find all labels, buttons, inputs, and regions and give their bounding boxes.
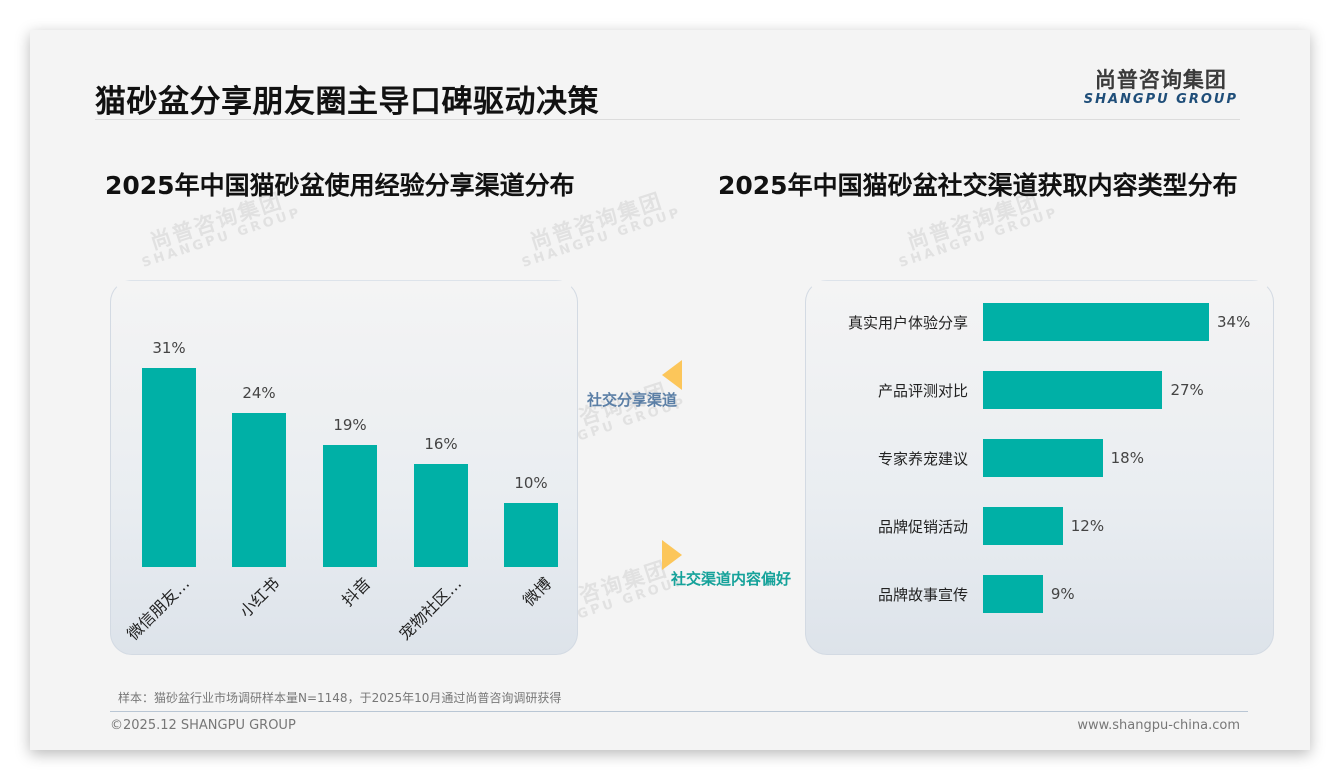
flow-label-content-preference: 社交渠道内容偏好: [671, 570, 792, 588]
bar-value-label: 31%: [152, 339, 186, 357]
header-divider: [95, 119, 1240, 120]
sample-note: 样本：猫砂盆行业市场调研样本量N=1148，于2025年10月通过尚普咨询调研获…: [118, 691, 562, 705]
website-link[interactable]: www.shangpu-china.com: [1077, 718, 1240, 733]
bar-value-label: 27%: [1170, 381, 1204, 399]
right-chart-title: 2025年中国猫砂盆社交渠道获取内容类型分布: [718, 171, 1238, 200]
bar-value-label: 18%: [1110, 449, 1144, 467]
bar: [983, 371, 1163, 409]
bar: [414, 464, 468, 567]
logo-en-text: SHANGPU GROUP: [1083, 92, 1238, 107]
logo-cn-text: 尚普咨询集团: [1094, 68, 1227, 92]
page-title: 猫砂盆分享朋友圈主导口碑驱动决策: [95, 84, 599, 120]
slide: 猫砂盆分享朋友圈主导口碑驱动决策 尚普咨询集团 SHANGPU GROUP 尚普…: [30, 30, 1310, 750]
bar: [983, 439, 1103, 477]
bar: [232, 412, 286, 567]
y-axis-label: 专家养宠建议: [877, 450, 968, 468]
bar-value-label: 10%: [514, 473, 548, 492]
bar: [983, 575, 1043, 613]
footer-divider: [110, 711, 1248, 712]
bar: [983, 507, 1063, 545]
bar-value-label: 16%: [424, 435, 458, 454]
arrow-left-icon: [662, 360, 682, 390]
company-logo: 尚普咨询集团 SHANGPU GROUP: [1084, 64, 1238, 107]
bar: [983, 303, 1209, 341]
bar-value-label: 12%: [1070, 517, 1105, 535]
bar-value-label: 9%: [1050, 585, 1075, 603]
bar: [323, 445, 377, 567]
left-chart-title: 2025年中国猫砂盆使用经验分享渠道分布: [105, 171, 575, 200]
bar-value-label: 24%: [242, 383, 276, 402]
copyright: ©2025.12 SHANGPU GROUP: [110, 718, 296, 733]
y-axis-label: 产品评测对比: [877, 382, 968, 400]
arrow-right-icon: [662, 540, 682, 570]
flow-label-share-channel: 社交分享渠道: [587, 391, 678, 409]
y-axis-label: 真实用户体验分享: [847, 314, 968, 332]
bar: [504, 502, 558, 567]
bar: [142, 368, 196, 567]
bar-value-label: 19%: [333, 416, 367, 435]
y-axis-label: 品牌故事宣传: [877, 586, 968, 604]
y-axis-label: 品牌促销活动: [877, 518, 968, 536]
bar-value-label: 34%: [1217, 313, 1251, 331]
